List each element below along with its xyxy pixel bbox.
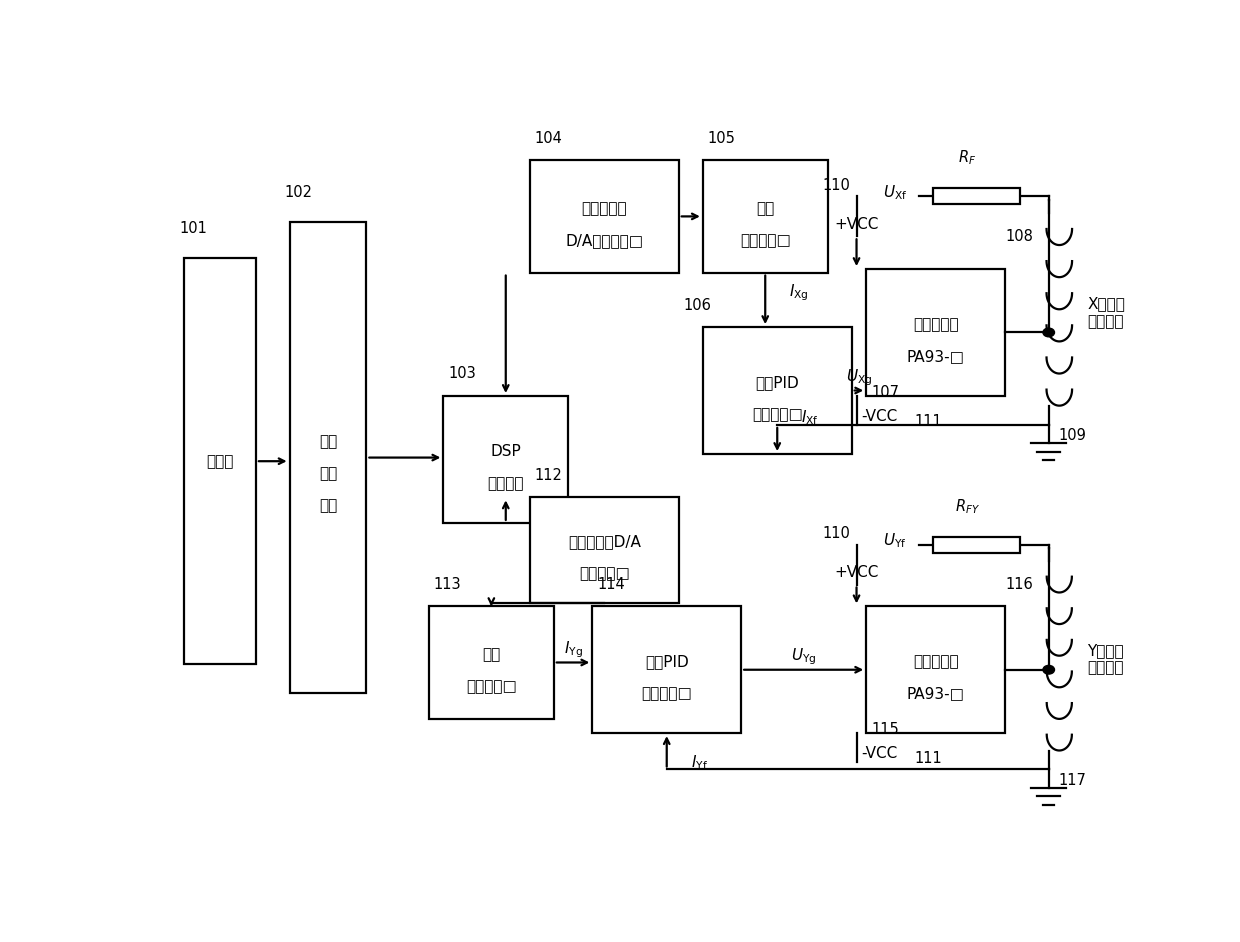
Text: 102: 102 — [285, 185, 312, 200]
Text: 115: 115 — [870, 722, 899, 737]
Text: $R_{FY}$: $R_{FY}$ — [955, 496, 980, 515]
Text: 108: 108 — [1006, 229, 1033, 244]
Bar — [703, 160, 828, 272]
Text: 信号: 信号 — [482, 647, 501, 662]
Text: X轴方向
偏转线圈: X轴方向 偏转线圈 — [1087, 297, 1125, 329]
Text: 功率放大器: 功率放大器 — [913, 317, 959, 332]
Text: 工控机: 工控机 — [206, 454, 233, 469]
Text: $U_{\mathregular{Yf}}$: $U_{\mathregular{Yf}}$ — [883, 531, 906, 550]
Text: 103: 103 — [448, 366, 476, 382]
Bar — [529, 160, 678, 272]
Text: $U_{\mathregular{Xg}}$: $U_{\mathregular{Xg}}$ — [846, 367, 872, 388]
Text: 110: 110 — [823, 178, 851, 193]
Text: 控制电路: 控制电路 — [487, 476, 525, 491]
Text: 隔离电路□: 隔离电路□ — [466, 679, 517, 694]
Circle shape — [1043, 328, 1054, 337]
Bar — [429, 607, 554, 719]
Text: 101: 101 — [179, 221, 207, 236]
Text: PA93-□: PA93-□ — [906, 349, 965, 364]
Text: $I_{\mathregular{Xg}}$: $I_{\mathregular{Xg}}$ — [789, 283, 808, 303]
Text: 调节电路□: 调节电路□ — [641, 686, 692, 701]
Text: $U_{\mathregular{Yg}}$: $U_{\mathregular{Yg}}$ — [791, 646, 816, 667]
Bar — [290, 221, 367, 693]
Text: 电路: 电路 — [319, 498, 337, 513]
Bar — [934, 188, 1021, 204]
Text: 109: 109 — [1059, 428, 1086, 443]
Text: 外环PID: 外环PID — [755, 375, 799, 390]
Text: -VCC: -VCC — [862, 746, 898, 761]
Text: 调节电路□: 调节电路□ — [751, 407, 802, 422]
Text: Y轴方向
偏转线圈: Y轴方向 偏转线圈 — [1087, 642, 1123, 675]
Text: +VCC: +VCC — [835, 564, 879, 579]
Text: $I_{\mathregular{Yf}}$: $I_{\mathregular{Yf}}$ — [691, 753, 708, 771]
Bar — [529, 497, 678, 603]
Text: 117: 117 — [1059, 772, 1086, 788]
Text: 转换电路□: 转换电路□ — [579, 566, 630, 581]
Text: 111: 111 — [914, 751, 942, 766]
Bar — [866, 607, 1006, 733]
Text: 113: 113 — [434, 577, 461, 592]
Text: 105: 105 — [708, 131, 735, 146]
Text: $R_F$: $R_F$ — [959, 149, 976, 168]
Text: 114: 114 — [596, 577, 625, 592]
Text: 外环PID: 外环PID — [645, 655, 688, 669]
Text: 高速高精度: 高速高精度 — [582, 201, 627, 216]
Text: 104: 104 — [534, 131, 563, 146]
Bar — [866, 269, 1006, 396]
Bar — [184, 258, 255, 664]
Text: 串行: 串行 — [319, 434, 337, 449]
Text: 106: 106 — [683, 298, 712, 313]
Text: 通讯: 通讯 — [319, 466, 337, 481]
Text: 隔离电路□: 隔离电路□ — [740, 233, 791, 248]
Text: 功率放大器: 功率放大器 — [913, 655, 959, 669]
Bar — [593, 607, 742, 733]
Text: $I_{\mathregular{Yg}}$: $I_{\mathregular{Yg}}$ — [564, 639, 583, 659]
Text: 112: 112 — [534, 468, 563, 483]
Text: D/A转换电路□: D/A转换电路□ — [565, 233, 644, 248]
Circle shape — [1043, 665, 1054, 674]
Text: +VCC: +VCC — [835, 217, 879, 232]
Text: $U_{\mathregular{Xf}}$: $U_{\mathregular{Xf}}$ — [883, 184, 908, 203]
Text: PA93-□: PA93-□ — [906, 686, 965, 701]
Text: 高速高精度D/A: 高速高精度D/A — [568, 534, 641, 549]
Text: DSP: DSP — [490, 444, 521, 459]
Text: 110: 110 — [823, 526, 851, 541]
Bar — [934, 537, 1021, 553]
Text: 107: 107 — [870, 384, 899, 399]
Text: $I_{\mathregular{Xf}}$: $I_{\mathregular{Xf}}$ — [801, 408, 820, 427]
Bar — [444, 396, 568, 523]
Bar — [703, 327, 852, 454]
Text: -VCC: -VCC — [862, 409, 898, 424]
Text: 信号: 信号 — [756, 201, 774, 216]
Text: 116: 116 — [1006, 577, 1033, 592]
Text: 111: 111 — [914, 414, 942, 429]
